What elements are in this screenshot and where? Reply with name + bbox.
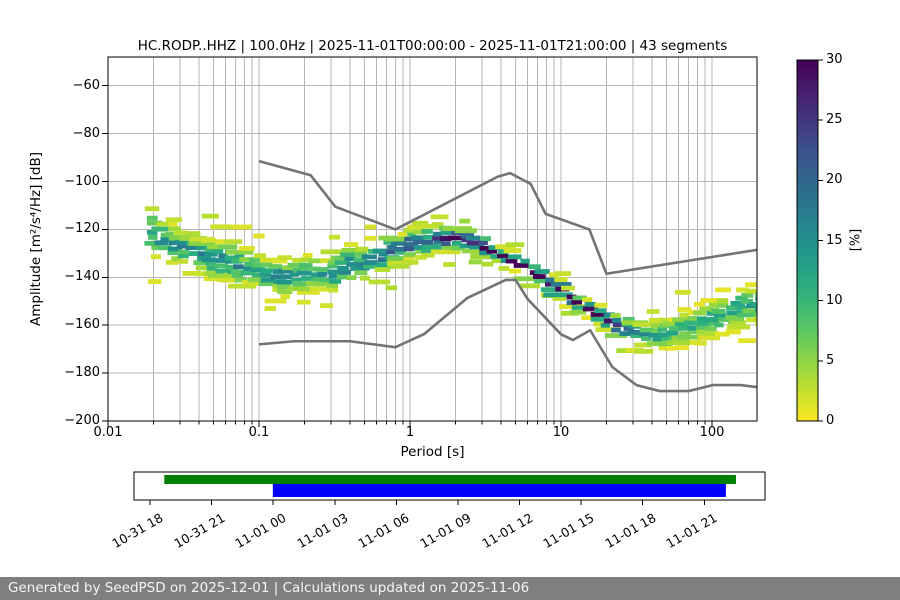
colorbar-tick-label: 15 — [826, 232, 843, 248]
y-tick-label: −120 — [64, 221, 100, 237]
psd-heatmap-layer — [144, 206, 757, 354]
colorbar — [796, 59, 823, 422]
y-tick-label: −140 — [64, 269, 100, 285]
status-bar-text: Generated by SeedPSD on 2025-12-01 | Cal… — [8, 580, 530, 596]
nhnm-line — [258, 159, 757, 276]
colorbar-tick-label: 25 — [826, 112, 843, 128]
colorbar-tick-label: 10 — [826, 292, 843, 308]
colorbar-tick-label: 0 — [826, 413, 835, 428]
y-tick-label: −180 — [64, 365, 100, 381]
colorbar-tick-label: 20 — [826, 172, 843, 188]
timeline-axis — [133, 471, 766, 505]
x-tick-label: 0.1 — [248, 425, 270, 440]
timeline-bar-availability — [164, 475, 736, 484]
y-tick-label: −100 — [64, 173, 100, 189]
x-tick-label: 10 — [552, 425, 570, 440]
nlnm-line — [258, 278, 757, 393]
colorbar-tick-label: 5 — [826, 352, 835, 368]
status-bar: Generated by SeedPSD on 2025-12-01 | Cal… — [0, 577, 900, 600]
plot-frame — [102, 56, 758, 427]
noise-model-lines — [258, 159, 757, 393]
timeline-bar-coverage — [272, 484, 726, 497]
x-axis-label: Period [s] — [400, 444, 465, 460]
y-tick-label: −160 — [64, 317, 100, 333]
y-tick-label: −80 — [72, 125, 100, 141]
colorbar-tick-label: 30 — [826, 52, 843, 67]
x-tick-label: 100 — [699, 425, 725, 440]
y-tick-label: −60 — [72, 77, 100, 93]
x-tick-label: 1 — [405, 425, 415, 440]
y-tick-label: −200 — [64, 413, 100, 428]
x-tick-label: 0.01 — [93, 425, 123, 440]
plot-title: HC.RODP..HHZ | 100.0Hz | 2025-11-01T00:0… — [137, 38, 728, 54]
